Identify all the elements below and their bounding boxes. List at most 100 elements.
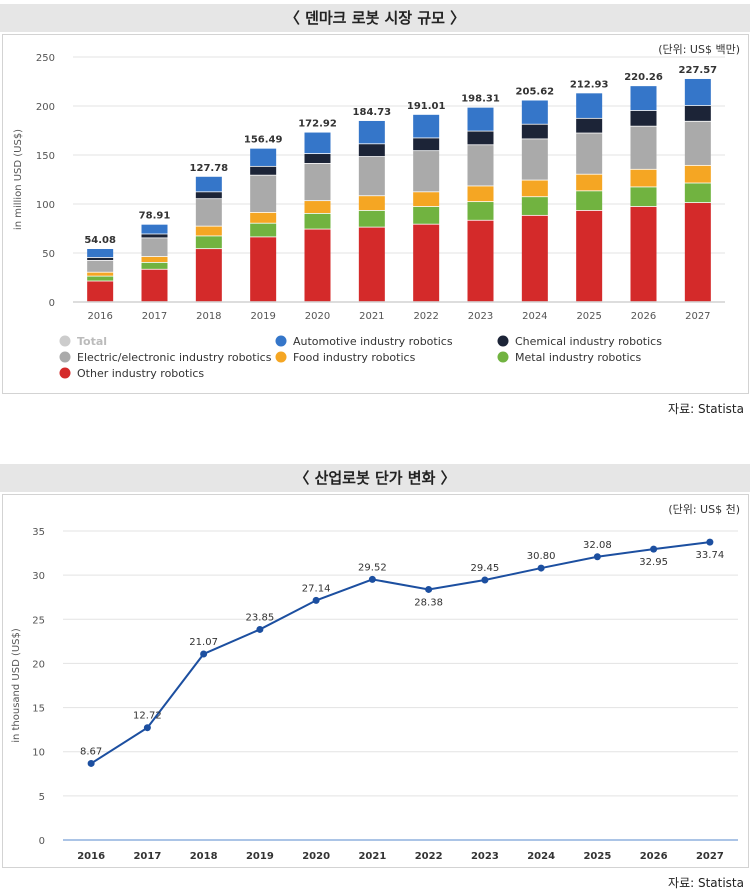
bar-segment-electric <box>141 238 168 257</box>
bar-segment-electric <box>630 126 657 169</box>
bar-segment-metal <box>358 210 385 227</box>
bar-segment-metal <box>304 213 331 229</box>
bar-segment-chemical <box>87 257 114 261</box>
data-label: 27.14 <box>302 583 331 594</box>
market-size-source: 자료: Statista <box>668 402 744 416</box>
x-tick-label: 2016 <box>87 311 112 322</box>
bar-segment-electric <box>521 139 548 180</box>
bar-segment-metal <box>467 202 494 220</box>
bar-segment-automotive <box>358 120 385 144</box>
bar-segment-automotive <box>250 148 277 166</box>
bar-segment-other <box>195 249 222 302</box>
legend-label-other: Other industry robotics <box>77 367 204 380</box>
legend-label-electric: Electric/electronic industry robotics <box>77 351 272 364</box>
y-axis-label: in million USD (US$) <box>13 129 24 230</box>
data-point <box>537 564 545 572</box>
bar-segment-food <box>630 169 657 187</box>
y-tick-label: 25 <box>32 615 45 626</box>
bar-segment-chemical <box>576 118 603 133</box>
market-size-unit: (단위: US$ 백만) <box>658 43 740 56</box>
bar-segment-other <box>304 229 331 302</box>
bar-segment-electric <box>304 163 331 201</box>
x-tick-label: 2020 <box>305 311 330 322</box>
data-label: 8.67 <box>80 746 102 757</box>
data-point <box>425 585 433 593</box>
legend-label-total: Total <box>77 335 107 348</box>
y-tick-label: 200 <box>36 102 55 113</box>
x-tick-label: 2022 <box>413 311 438 322</box>
data-label: 32.95 <box>639 557 668 568</box>
bar-segment-chemical <box>684 106 711 121</box>
bar-segment-metal <box>141 262 168 269</box>
x-tick-label: 2026 <box>631 311 656 322</box>
legend-marker-total <box>59 335 71 347</box>
data-point <box>706 538 714 546</box>
stacked-bar-chart: 0 50 100 150 200 250 in million USD (US$) 54.08… <box>13 53 725 380</box>
x-tick-label: 2025 <box>583 851 611 862</box>
bar-total-label: 227.57 <box>679 65 718 76</box>
bar-segment-automotive <box>141 224 168 234</box>
bar-segment-automotive <box>630 86 657 111</box>
bar-segment-food <box>521 180 548 197</box>
bar-segment-food <box>250 212 277 223</box>
y-axis-label: in thousand USD (US$) <box>11 628 22 743</box>
data-point <box>312 596 320 604</box>
bar-total-label: 78.91 <box>139 211 171 222</box>
bar-total-label: 198.31 <box>461 94 500 105</box>
bar-segment-electric <box>684 121 711 165</box>
bar-segment-other <box>358 227 385 302</box>
bar-segment-food <box>141 256 168 262</box>
bar-segment-metal <box>521 197 548 215</box>
data-point <box>481 576 489 584</box>
bar-segment-chemical <box>141 234 168 238</box>
data-point <box>200 650 208 658</box>
bar-segment-metal <box>413 206 440 224</box>
data-point <box>368 575 376 583</box>
legend-marker-chemical <box>497 335 509 347</box>
legend-label-food: Food industry robotics <box>293 351 416 364</box>
unit-price-unit: (단위: US$ 천) <box>668 503 740 516</box>
bar-segment-other <box>576 210 603 302</box>
data-label: 29.45 <box>471 563 500 574</box>
data-point <box>650 545 658 553</box>
x-tick-label: 2023 <box>468 311 493 322</box>
bar-segment-automotive <box>195 176 222 192</box>
data-label: 29.52 <box>358 562 387 573</box>
bar-segment-other <box>141 269 168 302</box>
bar-segment-automotive <box>521 100 548 124</box>
y-tick-label: 250 <box>36 53 55 64</box>
unit-price-title: 〈 산업로봇 단가 변화 〉 <box>0 464 750 492</box>
x-tick-label: 2025 <box>576 311 601 322</box>
x-tick-label: 2017 <box>142 311 167 322</box>
y-tick-label: 20 <box>32 659 45 670</box>
bar-segment-chemical <box>304 154 331 164</box>
bar-segment-chemical <box>630 110 657 126</box>
data-point <box>143 724 151 732</box>
x-tick-label: 2021 <box>359 311 384 322</box>
bar-total-label: 54.08 <box>84 235 116 246</box>
bar-segment-food <box>413 192 440 207</box>
data-label: 33.74 <box>696 550 725 561</box>
legend-marker-other <box>59 367 71 379</box>
market-size-chart-box: (단위: US$ 백만) 0 50 100 150 200 250 in million U… <box>2 34 749 394</box>
bar-segment-chemical <box>358 144 385 157</box>
bar-segment-food <box>576 174 603 191</box>
x-tick-label: 2022 <box>415 851 443 862</box>
x-tick-label: 2016 <box>77 851 105 862</box>
bar-segment-electric <box>195 199 222 226</box>
legend-label-chemical: Chemical industry robotics <box>515 335 662 348</box>
bar-segment-metal <box>630 187 657 207</box>
y-tick-label: 150 <box>36 151 55 162</box>
x-tick-label: 2021 <box>358 851 386 862</box>
market-size-title: 〈 덴마크 로봇 시장 규모 〉 <box>0 4 750 32</box>
bar-segment-metal <box>195 236 222 249</box>
x-tick-label: 2023 <box>471 851 499 862</box>
bar-segment-other <box>87 281 114 302</box>
legend-marker-electric <box>59 351 71 363</box>
bar-segment-food <box>358 196 385 211</box>
bar-segment-metal <box>576 191 603 211</box>
bar-segment-automotive <box>576 93 603 118</box>
y-tick-label: 5 <box>39 792 45 803</box>
unit-price-chart-box: (단위: US$ 천) 0 5 10 15 20 25 30 35 in thousand US… <box>2 494 749 868</box>
